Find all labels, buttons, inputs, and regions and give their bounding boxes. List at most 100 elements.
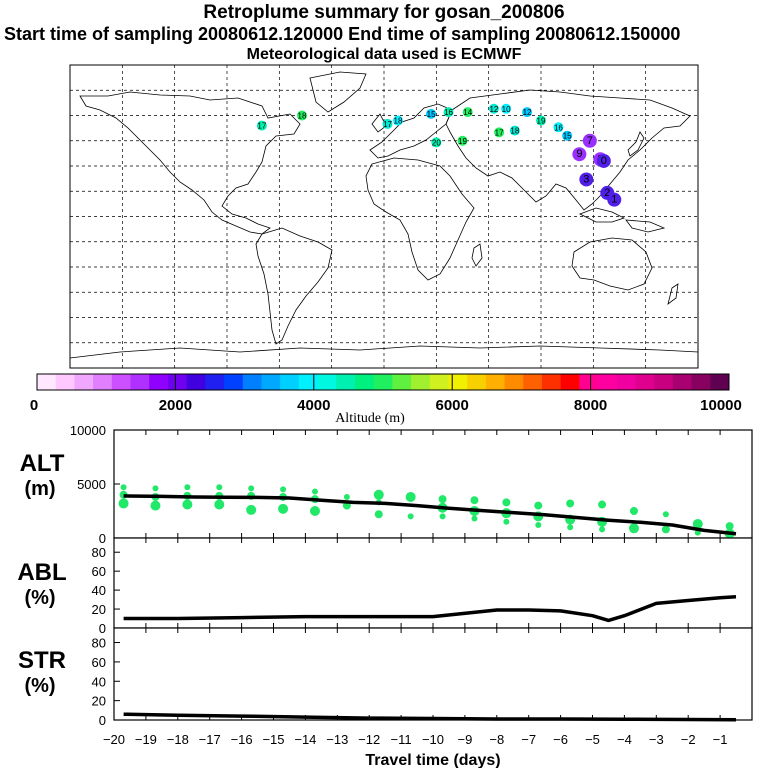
colorbar-swatch [616,374,636,390]
colorbar-tick-label: 10000 [700,397,742,414]
x-tick-label: −11 [391,732,412,747]
y-tick-label: 0 [99,621,106,636]
meteo-source: Meteorological data used is ECMWF [246,46,522,63]
plume-cluster-point [309,506,320,516]
plume-age-label: 12 [489,105,498,114]
plume-cluster-point [567,524,574,531]
plume-cluster-point [150,500,161,511]
x-axis-label: Travel time (days) [365,752,500,768]
plume-cluster-point [374,510,383,519]
plume-cluster-point [405,491,416,502]
plume-cluster-point [184,484,191,491]
plume-cluster-point [216,484,223,491]
plume-age-label: 1 [611,194,617,206]
plume-marker [382,118,393,129]
plume-marker [522,107,533,118]
plume-age-label: 17 [383,120,392,129]
plume-marker [443,107,454,118]
plume-marker [553,122,564,133]
plume-cluster-point [725,522,734,531]
panel-frame [113,429,753,539]
plume-marker [579,172,594,187]
colorbar-tick-label: 0 [30,397,38,414]
y-tick-label: 0 [99,713,106,728]
plume-age-label: 20 [432,138,441,147]
colorbar-swatch [373,374,393,390]
plume-cluster-point [248,485,255,492]
colorbar-swatch [336,374,356,390]
plume-age-label: 19 [537,117,546,126]
colorbar-swatch [354,374,375,390]
colorbar-tick-label: 2000 [159,397,192,414]
chart-title: Retroplume summary for gosan_200806 [203,2,565,23]
plume-marker [572,147,587,162]
plume-marker [256,120,267,131]
plume-cluster-point [214,499,225,510]
colorbar-swatch [467,374,487,390]
plume-cluster-point [471,515,478,522]
x-tick-label: −13 [326,732,348,747]
y-tick-label: 0 [99,531,106,546]
colorbar-swatch [411,374,431,390]
colorbar-swatch [541,374,562,390]
colorbar-swatch [167,374,188,390]
y-tick-label: 80 [92,636,106,651]
plume-age-label: 16 [444,108,453,117]
plume-cluster-point [628,523,639,534]
plume-age-label: 18 [394,117,403,126]
world-map: 1718171815161412101219171816152019978321… [69,64,699,369]
plume-marker [501,103,512,114]
panel-label: ALT [20,450,65,477]
series-line-alt [123,494,737,536]
x-tick-label: −17 [199,732,221,747]
plume-marker [562,130,573,141]
plume-cluster-point [503,518,510,525]
plume-marker [509,125,520,136]
series-line-str [123,712,737,722]
plume-cluster-point [407,513,414,520]
colorbar-swatch [280,374,300,390]
panel-frame [113,537,753,629]
y-tick-label: 80 [92,545,106,560]
plume-cluster-point [598,500,607,509]
colorbar-swatch [298,374,319,390]
y-tick-label: 10000 [70,423,106,438]
panel-label: STR [18,647,66,674]
y-tick-label: 60 [92,655,106,670]
plume-cluster-point [120,484,127,491]
colorbar-swatch [111,374,132,390]
plume-age-label: 3 [583,173,589,185]
y-tick-label: 40 [92,583,106,598]
x-tick-label: −20 [103,732,125,747]
colorbar-swatch [691,374,711,390]
x-tick-label: −9 [457,732,472,747]
y-tick-label: 5000 [77,477,106,492]
colorbar-swatch [448,374,468,390]
plume-cluster-point [438,495,447,504]
plume-cluster-point [502,498,511,507]
colorbar-swatch [392,374,412,390]
plume-age-label: 15 [563,132,572,141]
colorbar-swatch [55,374,75,390]
plume-cluster-point [118,498,129,509]
colorbar-swatch [504,374,524,390]
plume-cluster-point [311,488,318,495]
plume-age-label: 17 [495,128,504,137]
plume-age-label: 16 [554,123,563,132]
plume-cluster-point [662,511,669,518]
plume-age-label: 0 [601,155,607,167]
colorbar-swatch [523,374,543,390]
plume-marker [462,107,473,118]
colorbar-swatch [429,374,449,390]
panel-unit: (%) [24,587,55,609]
plume-cluster-point [246,504,257,515]
x-tick-label: −2 [681,732,696,747]
panel-abl: 80 60 40 20 0 ABL(%) [17,537,753,636]
x-tick-label: −18 [167,732,189,747]
plume-cluster-point [439,513,446,520]
colorbar-swatch [74,374,94,390]
panel-label: ABL [17,559,66,586]
colorbar-swatch [93,374,113,390]
plume-age-label: 19 [458,137,467,146]
colorbar-swatch [261,374,281,390]
